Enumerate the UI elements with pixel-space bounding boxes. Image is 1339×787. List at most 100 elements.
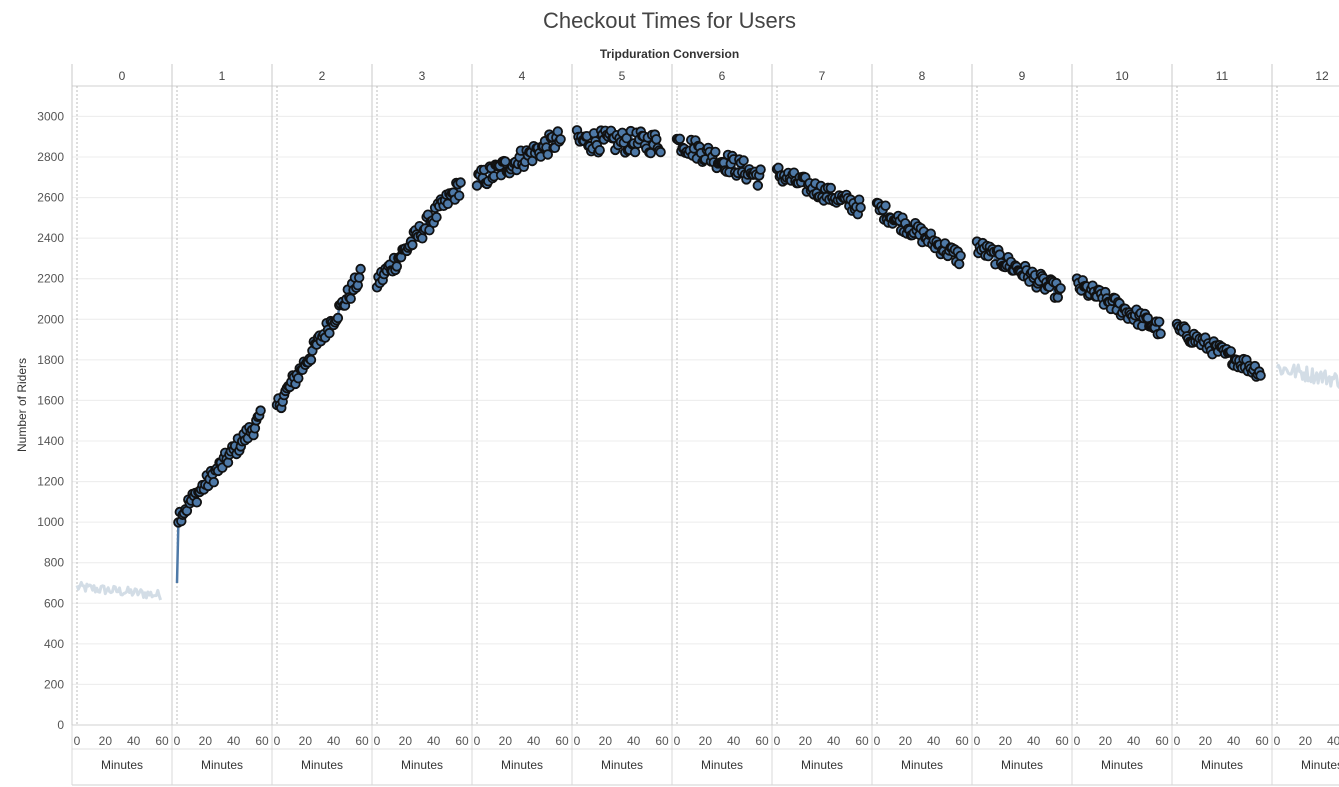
pane-header-label: 12 [1315, 69, 1329, 83]
x-tick-label: 20 [699, 734, 713, 748]
x-axis-title: Minutes [1301, 758, 1339, 772]
series-line-pane-12 [1275, 363, 1339, 389]
pane-header-label: 3 [419, 69, 426, 83]
x-tick-label: 0 [1074, 734, 1081, 748]
y-tick-label: 2400 [37, 231, 64, 245]
data-point [455, 177, 466, 188]
x-axis-title: Minutes [801, 758, 843, 772]
x-tick-label: 0 [674, 734, 681, 748]
y-tick-label: 400 [44, 637, 64, 651]
data-point [629, 146, 641, 158]
data-point [355, 263, 366, 275]
data-point [391, 261, 403, 272]
x-tick-label: 60 [955, 734, 969, 748]
y-tick-label: 200 [44, 677, 64, 691]
data-point [655, 146, 666, 158]
data-point [332, 312, 344, 324]
y-tick-label: 600 [44, 596, 64, 610]
data-point [994, 249, 1005, 260]
x-tick-label: 0 [274, 734, 281, 748]
x-tick-label: 40 [1027, 734, 1041, 748]
pane-header-label: 5 [619, 69, 626, 83]
x-axis-title: Minutes [601, 758, 643, 772]
x-tick-label: 20 [299, 734, 313, 748]
y-tick-label: 1600 [37, 393, 64, 407]
x-tick-label: 0 [74, 734, 81, 748]
data-point [738, 155, 749, 166]
y-tick-label: 2600 [37, 191, 64, 205]
x-axis-title: Minutes [1201, 758, 1243, 772]
x-tick-label: 0 [374, 734, 381, 748]
y-tick-label: 1800 [37, 353, 64, 367]
pane-header-label: 7 [819, 69, 826, 83]
x-axis-title: Minutes [901, 758, 943, 772]
data-point [454, 190, 465, 201]
x-tick-label: 0 [774, 734, 781, 748]
x-tick-label: 40 [627, 734, 641, 748]
x-axis-title: Minutes [301, 758, 343, 772]
y-tick-label: 1000 [37, 515, 64, 529]
x-tick-label: 20 [399, 734, 413, 748]
x-tick-label: 40 [127, 734, 141, 748]
data-point [1225, 346, 1237, 357]
x-tick-label: 20 [1099, 734, 1113, 748]
x-tick-label: 0 [1274, 734, 1281, 748]
data-point [191, 497, 203, 508]
series-line-pane-0 [75, 580, 163, 601]
x-tick-label: 60 [155, 734, 169, 748]
x-tick-label: 60 [455, 734, 469, 748]
x-axis-title: Minutes [401, 758, 443, 772]
y-tick-label: 3000 [37, 109, 64, 123]
data-point [431, 211, 442, 223]
y-tick-label: 2000 [37, 312, 64, 326]
y-tick-label: 1400 [37, 434, 64, 448]
data-point [752, 180, 764, 191]
x-tick-label: 20 [499, 734, 513, 748]
x-axis-title: Minutes [501, 758, 543, 772]
data-point [555, 134, 566, 145]
x-axis-title: Minutes [101, 758, 143, 772]
data-point [324, 327, 335, 339]
y-tick-label: 2200 [37, 272, 64, 286]
x-tick-label: 40 [727, 734, 741, 748]
data-point [651, 134, 662, 145]
x-axis-title: Minutes [1101, 758, 1143, 772]
data-point [1255, 370, 1266, 381]
y-tick-label: 800 [44, 556, 64, 570]
pane-header-label: 10 [1115, 69, 1129, 83]
x-tick-label: 40 [427, 734, 441, 748]
data-point [1155, 328, 1166, 339]
x-tick-label: 20 [1199, 734, 1213, 748]
y-tick-label: 2800 [37, 150, 64, 164]
x-tick-label: 0 [974, 734, 981, 748]
data-point [755, 164, 766, 175]
data-point [471, 180, 483, 191]
x-tick-label: 40 [827, 734, 841, 748]
x-tick-label: 60 [855, 734, 869, 748]
x-tick-label: 60 [655, 734, 669, 748]
x-tick-label: 60 [555, 734, 569, 748]
data-point [208, 477, 220, 488]
data-point [880, 200, 891, 211]
x-tick-label: 20 [799, 734, 813, 748]
x-tick-label: 40 [527, 734, 541, 748]
x-axis-title: Minutes [201, 758, 243, 772]
data-point [255, 405, 266, 416]
x-tick-label: 0 [474, 734, 481, 748]
data-point [1142, 312, 1154, 324]
pane-header-label: 2 [319, 69, 326, 83]
x-tick-label: 40 [227, 734, 241, 748]
x-tick-label: 60 [355, 734, 369, 748]
x-tick-label: 60 [1255, 734, 1269, 748]
y-tick-label: 1200 [37, 475, 64, 489]
x-tick-label: 20 [999, 734, 1013, 748]
data-point [955, 250, 966, 262]
data-point [825, 182, 837, 194]
x-tick-label: 60 [755, 734, 769, 748]
x-tick-label: 20 [899, 734, 913, 748]
pane-header-label: 6 [719, 69, 726, 83]
x-tick-label: 60 [255, 734, 269, 748]
chart-title: Checkout Times for Users [542, 8, 797, 33]
x-tick-label: 20 [1299, 734, 1313, 748]
data-point [305, 354, 317, 366]
